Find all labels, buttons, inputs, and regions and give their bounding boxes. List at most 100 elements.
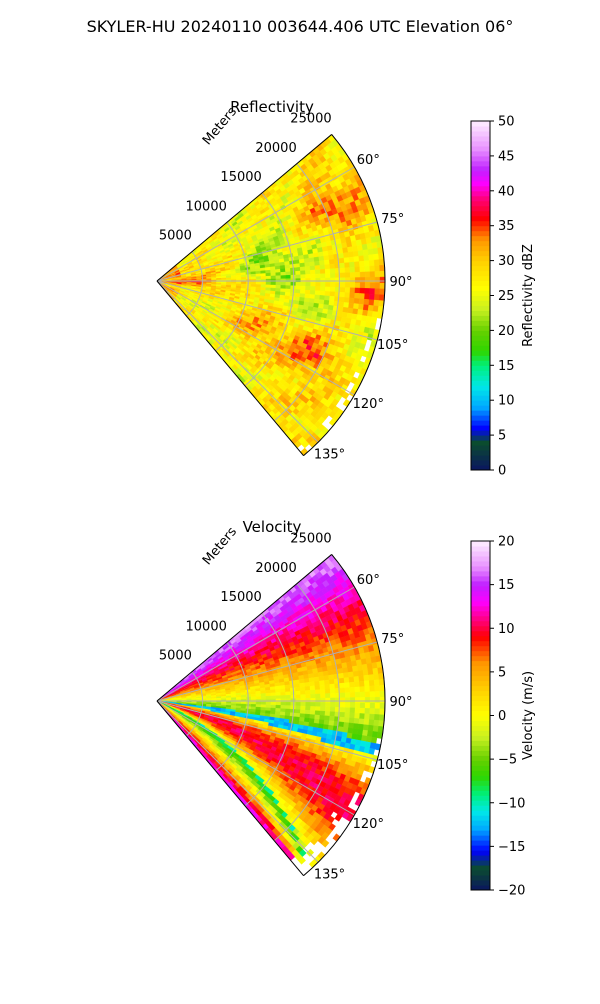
radar-cell <box>316 698 321 702</box>
radar-cell <box>320 694 325 698</box>
radar-cell <box>350 283 355 288</box>
radar-cell <box>305 710 310 714</box>
radar-cell <box>365 266 370 272</box>
colorbar-segment <box>471 156 490 161</box>
radar-cell <box>296 282 301 286</box>
radar-cell <box>316 278 321 282</box>
radar-cell <box>270 690 275 693</box>
radar-cell <box>275 689 280 693</box>
radar-cell <box>316 702 321 706</box>
colorbar-segment <box>471 146 490 151</box>
radar-cell <box>310 290 315 294</box>
radar-cell <box>321 278 326 282</box>
radar-cell <box>315 265 320 270</box>
radar-cell <box>329 679 334 684</box>
colorbar-segment <box>471 375 490 380</box>
colorbar-label: Reflectivity dBZ <box>521 244 536 347</box>
colorbar-segment <box>471 251 490 256</box>
radar-cell <box>276 699 281 702</box>
radar-cell <box>359 293 364 299</box>
radar-cell <box>314 681 319 686</box>
colorbar-tick-label: 30 <box>498 254 515 269</box>
radar-cell <box>310 686 315 690</box>
radar-cell <box>370 266 375 272</box>
radar-cell <box>315 694 320 698</box>
colorbar-segment <box>471 221 490 226</box>
colorbar-segment <box>471 291 490 296</box>
radar-cell <box>339 258 344 263</box>
radar-cell <box>305 682 310 686</box>
radar-cell <box>261 702 266 705</box>
radar-cell <box>324 680 329 685</box>
radar-cell <box>320 707 325 712</box>
radar-field <box>157 134 385 455</box>
radar-cell <box>300 683 305 687</box>
radar-cell <box>276 696 281 699</box>
radar-cell <box>368 249 374 255</box>
radar-cell <box>300 710 305 714</box>
radar-cell <box>355 283 360 288</box>
radar-cell <box>363 249 369 255</box>
radar-cell <box>315 291 320 296</box>
radar-cell <box>340 287 345 292</box>
radar-cell <box>310 270 315 274</box>
radar-cell <box>315 295 320 300</box>
radar-cell <box>276 276 281 279</box>
radar-cell <box>256 694 261 697</box>
radar-cell <box>360 272 365 278</box>
radar-cell <box>271 282 276 285</box>
radar-cell <box>345 268 350 273</box>
radar-cell <box>330 698 335 703</box>
radar-cell <box>329 259 334 264</box>
radar-cell <box>330 283 335 288</box>
radar-cell <box>306 282 311 286</box>
radar-cell <box>315 690 320 694</box>
colorbar-segment <box>471 445 490 450</box>
radar-cell <box>310 710 315 714</box>
colorbar-segment <box>471 261 490 266</box>
radar-cell <box>325 707 330 712</box>
colorbar-tick-label: 35 <box>498 219 515 234</box>
radar-cell <box>320 689 325 694</box>
colorbar-tick-label: 0 <box>498 464 506 479</box>
radar-cell <box>325 702 330 707</box>
colorbar-segment <box>471 390 490 395</box>
colorbar-segment <box>471 355 490 360</box>
radar-cell <box>301 275 306 279</box>
radar-cell <box>281 692 286 696</box>
colorbar-segment <box>471 181 490 186</box>
radar-cell <box>295 289 300 293</box>
radar-cell <box>295 267 300 271</box>
radar-cell <box>359 256 365 262</box>
radar-cell <box>339 297 344 302</box>
colorbar-tick-label: 10 <box>498 394 515 409</box>
radar-cell <box>241 277 246 279</box>
radar-cell <box>296 278 301 282</box>
radar-cell <box>300 687 305 691</box>
radar-cell <box>286 695 291 699</box>
radar-cell <box>276 692 281 695</box>
radar-cell <box>266 705 271 708</box>
radar-cell <box>325 278 330 283</box>
radar-cell <box>231 698 236 700</box>
radar-cell <box>320 295 325 300</box>
radial-tick-label: 20000 <box>255 141 296 156</box>
radar-cell <box>320 265 325 270</box>
radar-cell <box>310 262 315 267</box>
radar-cell <box>261 276 266 279</box>
radar-cell <box>320 282 325 286</box>
radar-cell <box>370 277 375 283</box>
radar-cell <box>354 298 359 304</box>
radar-cell <box>261 696 266 699</box>
radar-cell <box>296 706 301 710</box>
radar-cell <box>373 306 379 312</box>
radar-cell <box>359 261 364 267</box>
radar-cell <box>340 273 345 278</box>
radar-cell <box>330 278 335 283</box>
radar-cell <box>373 254 379 260</box>
colorbar-segment <box>471 211 490 216</box>
radar-cell <box>285 688 290 692</box>
radar-cell <box>286 285 291 289</box>
colorbar-tick-label: 25 <box>498 289 515 304</box>
